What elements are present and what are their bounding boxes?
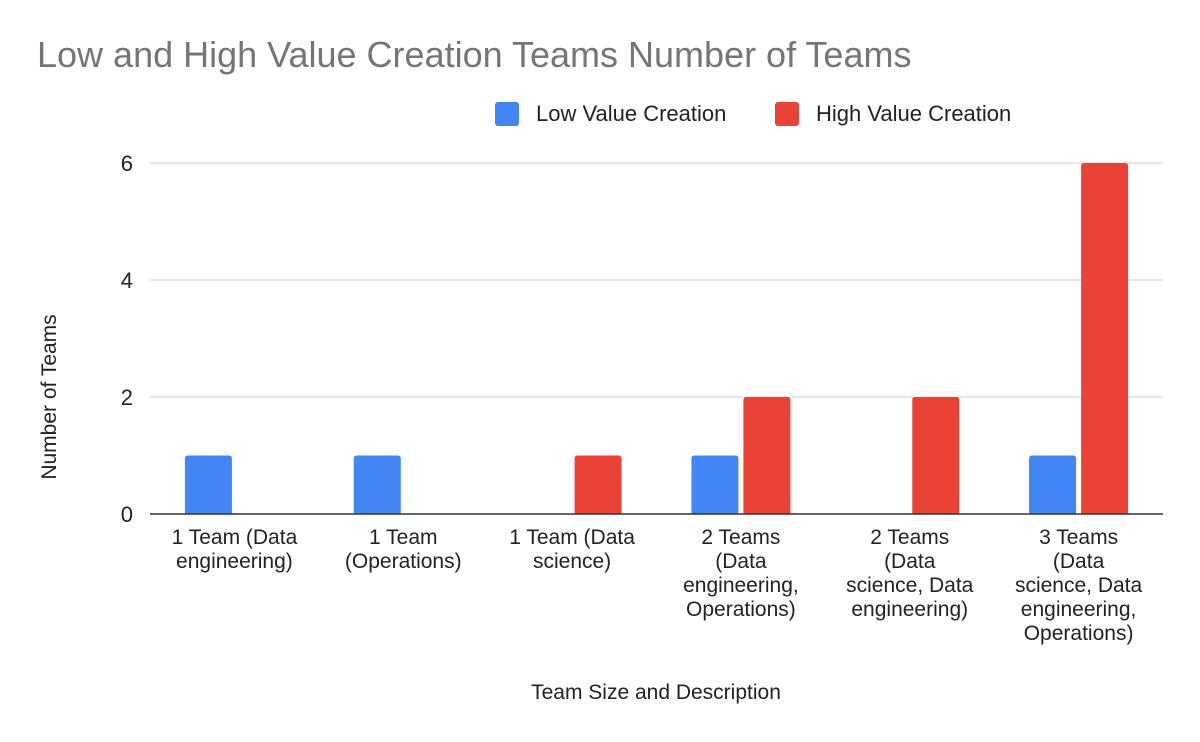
x-tick-label: 1 Team (Data science)	[509, 526, 635, 573]
bar-low-value-creation	[1029, 455, 1077, 514]
legend-swatch-low	[495, 102, 519, 126]
y-axis-title: Number of Teams	[38, 314, 61, 479]
x-tick-label: 1 Team (Operations)	[345, 526, 462, 573]
legend-swatch-high	[775, 102, 799, 126]
bar-low-value-creation	[691, 455, 739, 514]
y-tick-label: 2	[121, 385, 133, 410]
bar-high-value-creation	[912, 397, 960, 514]
bar-high-value-creation	[743, 397, 791, 514]
axes: 0 2 4 6 1 Team (Data engineering) 1 Team (Opera…	[121, 151, 1163, 645]
y-tick-label: 4	[121, 268, 133, 293]
legend-label-high: High Value Creation	[816, 101, 1011, 126]
bar-high-value-creation	[1081, 163, 1129, 514]
x-axis-title: Team Size and Description	[531, 681, 781, 704]
x-tick-label: 2 Teams (Data engineering, Operations)	[683, 526, 799, 621]
x-tick-label: 2 Teams (Data science, Data engineering)	[846, 526, 974, 621]
legend-label-low: Low Value Creation	[536, 101, 726, 126]
bar-low-value-creation	[184, 455, 232, 514]
bars	[184, 163, 1129, 514]
y-tick-label: 0	[121, 502, 133, 527]
x-tick-label: 1 Team (Data engineering)	[172, 526, 298, 573]
gridlines	[150, 162, 1163, 398]
x-tick-label: 3 Teams (Data science, Data engineering, Ope…	[1015, 526, 1143, 645]
legend: Low Value Creation High Value Creation	[495, 101, 1011, 126]
bar-high-value-creation	[574, 455, 622, 514]
chart-title: Low and High Value Creation Teams Number…	[37, 34, 912, 75]
y-tick-label: 6	[121, 151, 133, 176]
bar-low-value-creation	[353, 455, 401, 514]
